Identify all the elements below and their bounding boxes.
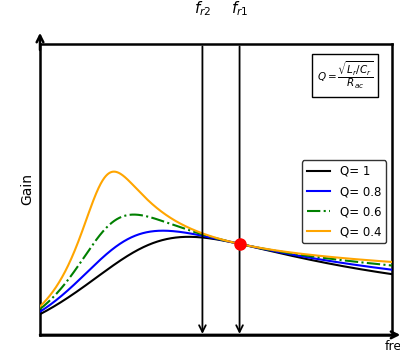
Text: $Q = \dfrac{\sqrt{L_r/C_r}}{R_{ac}}$: $Q = \dfrac{\sqrt{L_r/C_r}}{R_{ac}}$	[317, 60, 373, 91]
Text: $f_{r1}$: $f_{r1}$	[231, 0, 248, 18]
Legend: Q= 1, Q= 0.8, Q= 0.6, Q= 0.4: Q= 1, Q= 0.8, Q= 0.6, Q= 0.4	[302, 160, 386, 243]
Text: $f_{r2}$: $f_{r2}$	[194, 0, 211, 18]
Y-axis label: Gain: Gain	[20, 173, 34, 205]
Text: freq: freq	[385, 340, 400, 353]
